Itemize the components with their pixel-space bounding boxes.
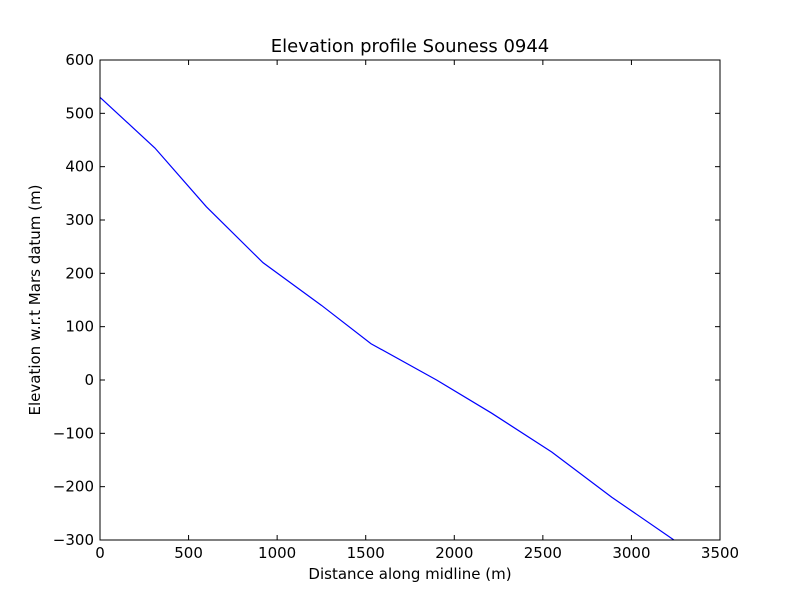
plot-frame: [99, 59, 721, 541]
x-tick-label: 1000: [258, 544, 296, 562]
y-axis-label: Elevation w.r.t Mars datum (m): [26, 185, 44, 416]
plot-area: 0 500 1000 1500 2000 2500 3000 3500−300−200−100…: [53, 51, 739, 562]
chart-title: Elevation profile Souness 0944: [271, 36, 550, 57]
x-tick-label: 500: [174, 544, 203, 562]
x-axis-label: Distance along midline (m): [308, 565, 511, 583]
x-tick-label: 1500: [347, 544, 385, 562]
series-line-0: [99, 96, 675, 541]
x-tick-label: 0: [95, 544, 105, 562]
y-tick-label: 100: [65, 318, 94, 336]
y-tick-label: 500: [65, 104, 94, 122]
y-tick-label: 200: [65, 264, 94, 282]
y-tick-label: 300: [65, 211, 94, 229]
x-tick-label: 3500: [701, 544, 739, 562]
x-tick-label: 3000: [612, 544, 650, 562]
y-tick-label: 600: [65, 51, 94, 69]
y-tick-label: −100: [53, 424, 94, 442]
y-tick-label: 400: [65, 158, 94, 176]
x-tick-label: 2500: [524, 544, 562, 562]
y-tick-label: −300: [53, 531, 94, 549]
y-tick-label: −200: [53, 478, 94, 496]
y-tick-label: 0: [84, 371, 94, 389]
x-tick-label: 2000: [435, 544, 473, 562]
